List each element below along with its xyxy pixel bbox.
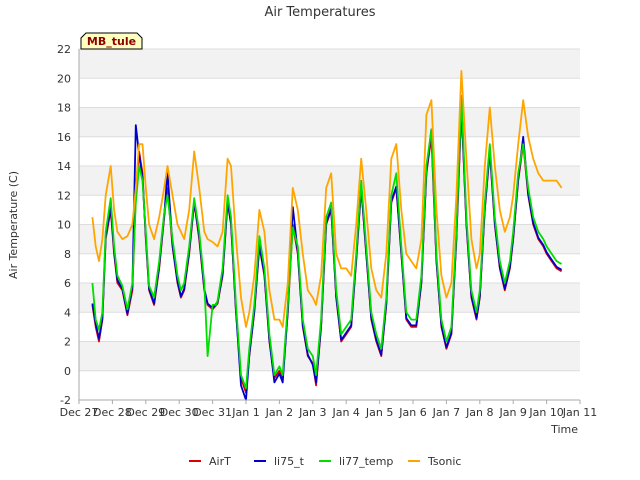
x-tick-label: Jan 2 xyxy=(265,406,293,419)
x-tick-label: Jan 10 xyxy=(528,406,563,419)
station-label: MB_tule xyxy=(87,35,136,48)
x-tick-label: Dec 30 xyxy=(160,406,199,419)
y-tick-labels: -2 0 2 4 6 8 10 12 14 16 18 20 22 xyxy=(57,43,71,407)
legend-label-li77_temp: li77_temp xyxy=(339,455,393,468)
x-tick-label: Dec 27 xyxy=(60,406,99,419)
y-tick-label: 2 xyxy=(64,336,71,349)
y-tick-label: 4 xyxy=(64,306,71,319)
plot-band xyxy=(79,283,580,313)
y-tick-label: 14 xyxy=(57,160,71,173)
y-tick-label: 10 xyxy=(57,219,71,232)
y-axis-title: Air Temperature (C) xyxy=(7,171,20,279)
y-tick-label: 20 xyxy=(57,72,71,85)
plot-band xyxy=(79,107,580,137)
axes xyxy=(78,49,580,401)
chart-title: Air Temperatures xyxy=(264,5,375,20)
x-tick-label: Jan 7 xyxy=(432,406,460,419)
series-lines xyxy=(91,70,563,401)
legend: AirT li75_t li77_temp Tsonic xyxy=(189,455,461,468)
x-tick-label: Jan 3 xyxy=(298,406,326,419)
x-tick-label: Jan 1 xyxy=(231,406,259,419)
plot-band xyxy=(79,49,580,79)
legend-label-AirT: AirT xyxy=(209,455,231,468)
y-tick-label: 0 xyxy=(64,365,71,378)
x-tick-label: Dec 28 xyxy=(93,406,132,419)
x-tick-label: Jan 5 xyxy=(365,406,393,419)
x-tick-label: Dec 29 xyxy=(126,406,165,419)
x-tick-label: Jan 6 xyxy=(398,406,426,419)
y-tick-label: 22 xyxy=(57,43,71,56)
x-tick-label: Jan 4 xyxy=(331,406,359,419)
y-tick-label: 12 xyxy=(57,189,71,202)
legend-label-li75_t: li75_t xyxy=(274,455,305,468)
series-line-Tsonic xyxy=(91,70,563,328)
plot-band xyxy=(79,341,580,371)
x-tick-label: Jan 9 xyxy=(498,406,526,419)
legend-label-Tsonic: Tsonic xyxy=(427,455,461,468)
y-tick-label: 8 xyxy=(64,248,71,261)
x-tick-label: Jan 11 xyxy=(562,406,597,419)
y-tick-label: -2 xyxy=(60,394,71,407)
y-tick-label: 18 xyxy=(57,102,71,115)
x-axis-title: Time xyxy=(550,423,578,436)
x-tick-label: Dec 31 xyxy=(193,406,232,419)
series-line-li77_temp xyxy=(91,94,563,390)
y-tick-label: 6 xyxy=(64,277,71,290)
station-label-box: MB_tule xyxy=(80,32,143,50)
x-tick-label: Jan 8 xyxy=(465,406,493,419)
y-tick-label: 16 xyxy=(57,131,71,144)
